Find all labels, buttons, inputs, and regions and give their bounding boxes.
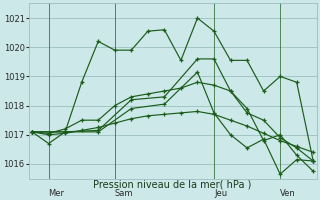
X-axis label: Pression niveau de la mer( hPa ): Pression niveau de la mer( hPa ) — [93, 180, 252, 190]
Text: Sam: Sam — [115, 189, 133, 198]
Text: Mer: Mer — [49, 189, 65, 198]
Text: Ven: Ven — [280, 189, 296, 198]
Text: Jeu: Jeu — [214, 189, 227, 198]
